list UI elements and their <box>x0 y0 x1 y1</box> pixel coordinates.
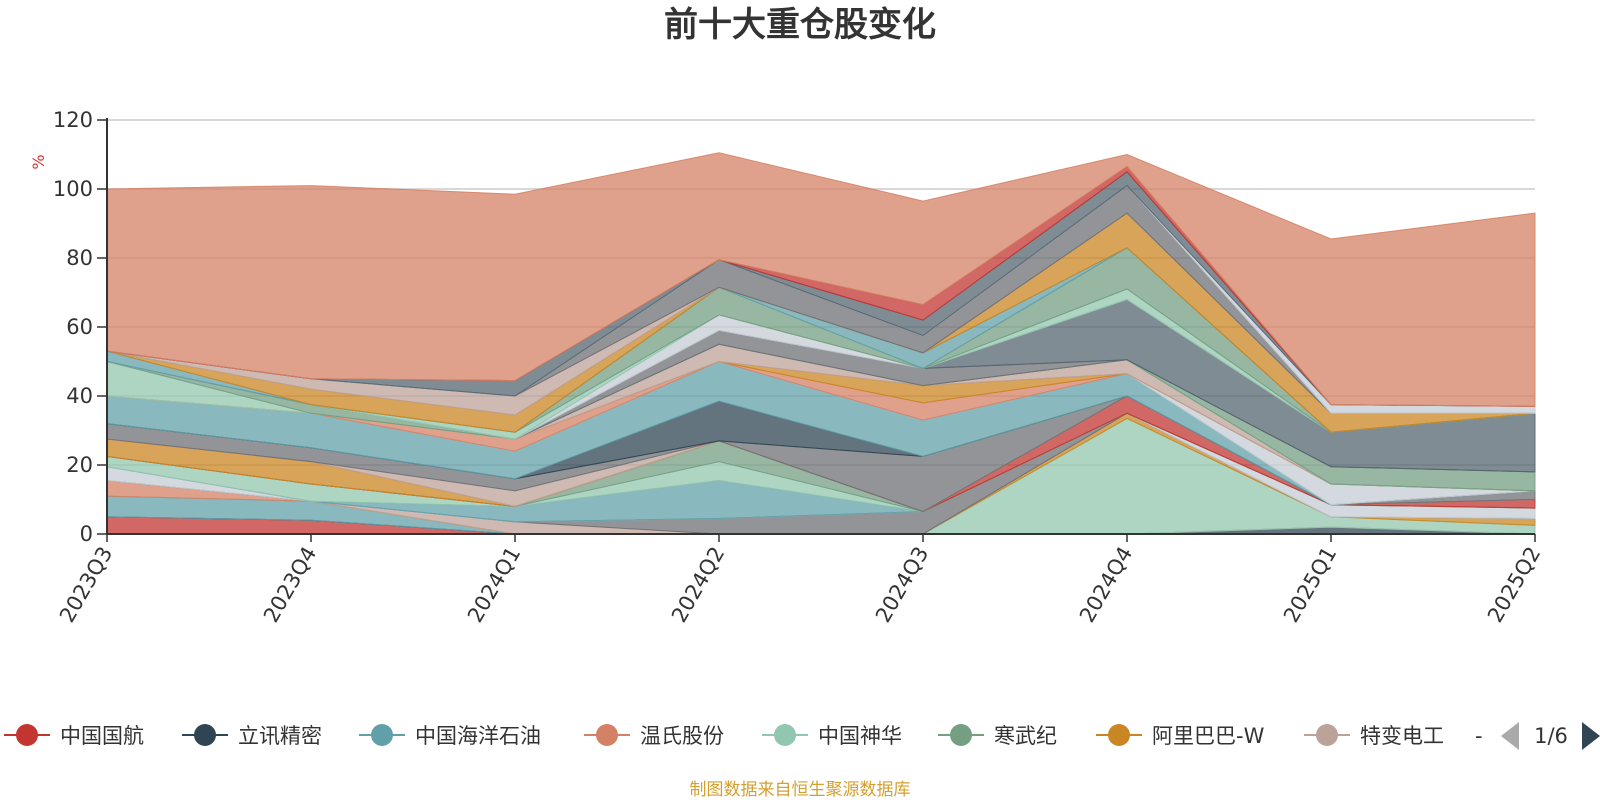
y-tick-label: 120 <box>53 108 93 132</box>
x-tick-label: 2024Q4 <box>1075 543 1137 627</box>
legend-label: 立讯精密 <box>238 724 322 748</box>
y-tick-label: 60 <box>66 315 93 339</box>
legend-item[interactable]: 中国国航 <box>4 724 144 748</box>
data-source-note: 制图数据来自恒生聚源数据库 <box>690 780 911 800</box>
legend-page-indicator: 1/6 <box>1534 724 1568 748</box>
x-tick-label: 2024Q3 <box>871 543 933 627</box>
legend-item[interactable]: 立讯精密 <box>182 724 322 748</box>
legend-item[interactable]: 中国海洋石油 <box>359 724 541 748</box>
legend-prev-page-icon[interactable] <box>1501 722 1519 750</box>
x-tick-label: 2024Q1 <box>463 543 525 627</box>
legend-item[interactable]: 阿里巴巴-W <box>1096 724 1265 748</box>
x-tick-label: 2024Q2 <box>667 543 729 627</box>
legend-item[interactable]: 中国神华 <box>762 724 902 748</box>
legend-next-page-icon[interactable] <box>1582 722 1600 750</box>
legend-circle-marker <box>1316 724 1338 746</box>
legend-label: 中国海洋石油 <box>415 724 541 748</box>
legend-circle-marker <box>596 724 618 746</box>
legend-label: 中国国航 <box>60 724 144 748</box>
legend-label: 阿里巴巴-W <box>1152 724 1265 748</box>
legend-circle-marker <box>950 724 972 746</box>
area-series-38[interactable] <box>106 152 1536 407</box>
legend-circle-marker <box>371 724 393 746</box>
y-tick-label: 20 <box>66 453 93 477</box>
y-axis-unit-label: % <box>29 154 48 169</box>
legend-circle-marker <box>774 724 796 746</box>
y-tick-label: 40 <box>66 384 93 408</box>
x-tick-label: 2023Q4 <box>259 543 321 627</box>
legend-item[interactable]: 温氏股份 <box>584 724 724 748</box>
x-tick-label: 2023Q3 <box>55 543 117 627</box>
y-tick-label: 100 <box>53 177 93 201</box>
legend-label: 温氏股份 <box>640 724 724 748</box>
x-tick-label: 2025Q1 <box>1279 543 1341 627</box>
legend-item[interactable]: 特变电工 <box>1304 724 1444 748</box>
legend-label: 寒武纪 <box>994 724 1057 748</box>
legend-circle-marker <box>1108 724 1130 746</box>
chart-title: 前十大重仓股变化 <box>664 5 936 45</box>
legend-label: 特变电工 <box>1360 724 1444 748</box>
legend-label: 中国神华 <box>818 724 902 748</box>
x-tick-label: 2025Q2 <box>1483 543 1545 627</box>
y-tick-label: 80 <box>66 246 93 270</box>
legend-circle-marker <box>194 724 216 746</box>
legend-circle-marker <box>16 724 38 746</box>
legend-item[interactable]: 寒武纪 <box>938 724 1057 748</box>
legend[interactable]: 中国国航 立讯精密 中国海洋石油 温氏股份 中国神华 寒武纪 阿里巴巴-W 特变电工 - 1/6 <box>4 722 1600 750</box>
legend-overflow-mark: - <box>1475 724 1483 748</box>
y-tick-label: 0 <box>80 522 93 546</box>
area-series-group <box>106 152 1536 535</box>
